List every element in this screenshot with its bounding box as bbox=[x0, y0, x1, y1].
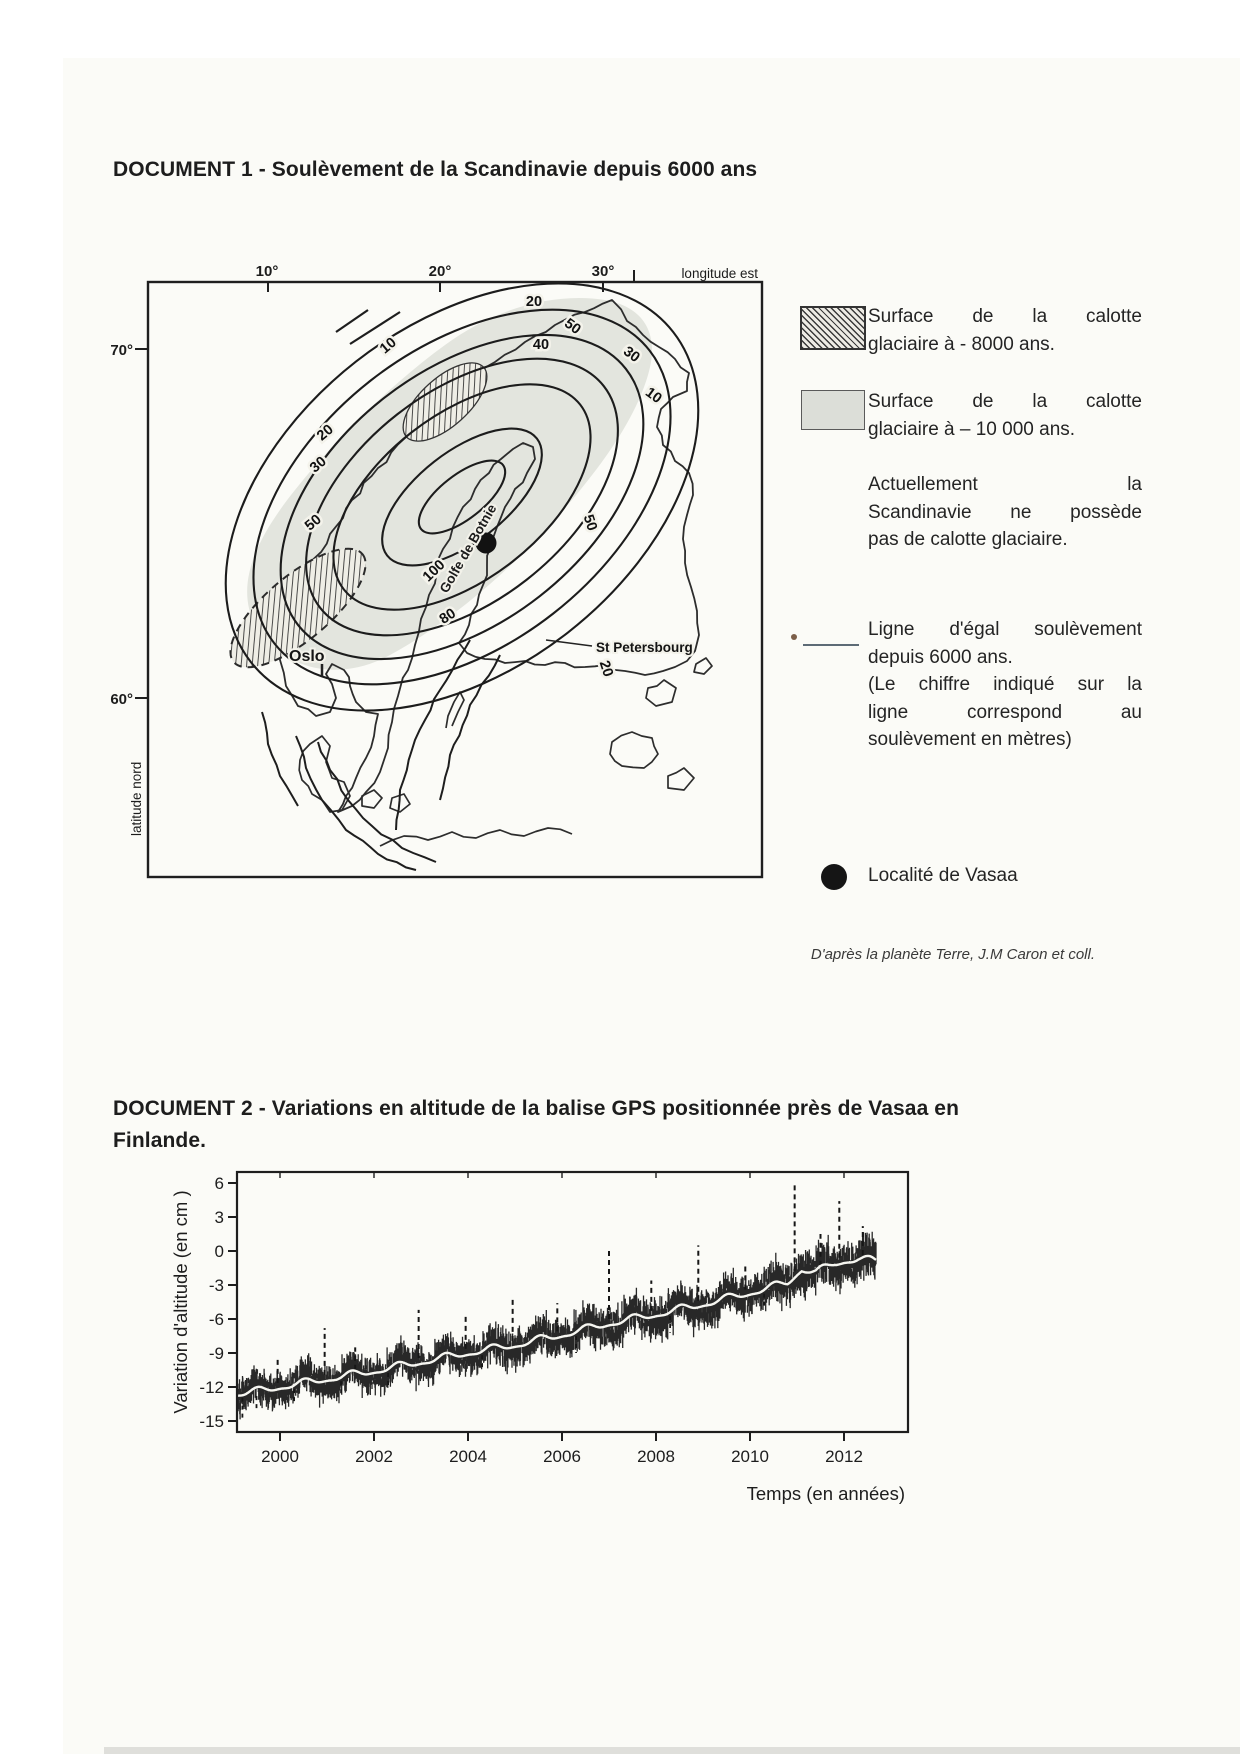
y-tick-label: -12 bbox=[199, 1378, 224, 1397]
legend-text-line: Ligne d'égal soulèvement bbox=[868, 616, 1142, 644]
legend-swatch-hatched-8000 bbox=[800, 306, 866, 350]
legend-text-line: Scandinavie ne possède bbox=[868, 499, 1142, 527]
chart-tick-labels: 6 3 0 -3 -6 -9 -12 -15 2000 2002 2004 2006 2008 2010 2… bbox=[199, 1174, 862, 1466]
x-tick-label: 2002 bbox=[355, 1447, 393, 1466]
source-attribution: D'après la planète Terre, J.M Caron et c… bbox=[640, 946, 1095, 963]
legend-text-line: (Le chiffre indiqué sur la bbox=[868, 671, 1142, 699]
legend-line-bullet bbox=[791, 634, 797, 640]
legend-item-text: Surface de la calotteglaciaire à – 10 00… bbox=[868, 388, 1142, 443]
x-tick-label: 2006 bbox=[543, 1447, 581, 1466]
x-tick-label: 2012 bbox=[825, 1447, 863, 1466]
y-tick-label: 3 bbox=[215, 1208, 224, 1227]
y-tick-label: 6 bbox=[215, 1174, 224, 1193]
x-axis-title: Temps (en années) bbox=[747, 1483, 905, 1504]
y-axis-title: Variation d'altitude (en cm ) bbox=[170, 1190, 191, 1413]
x-tick-label: 2010 bbox=[731, 1447, 769, 1466]
y-tick-label: 0 bbox=[215, 1242, 224, 1261]
legend-swatch-vasaa-dot bbox=[821, 864, 847, 890]
y-tick-label: -6 bbox=[209, 1310, 224, 1329]
gps-noise-band bbox=[237, 1232, 876, 1420]
legend-text-line: ligne correspond au bbox=[868, 699, 1142, 727]
legend-item-text: Surface de la calotteglaciaire à - 8000 … bbox=[868, 303, 1142, 358]
y-tick-label: -15 bbox=[199, 1412, 224, 1431]
legend-text-line: Actuellement la bbox=[868, 471, 1142, 499]
legend-text-line: depuis 6000 ans. bbox=[868, 644, 1142, 672]
doc1-legend: Surface de la calotteglaciaire à - 8000 … bbox=[0, 0, 1240, 1000]
legend-text-line: Surface de la calotte bbox=[868, 388, 1142, 416]
x-tick-label: 2004 bbox=[449, 1447, 487, 1466]
doc2-title-line1: DOCUMENT 2 - Variations en altitude de l… bbox=[113, 1097, 959, 1120]
legend-item-text: Ligne d'égal soulèvementdepuis 6000 ans.… bbox=[868, 616, 1142, 754]
legend-text-line: glaciaire à – 10 000 ans. bbox=[868, 416, 1142, 444]
chart-data-series bbox=[237, 1185, 876, 1419]
legend-swatch-isoline bbox=[803, 644, 859, 646]
legend-text-line: soulèvement en mètres) bbox=[868, 726, 1142, 754]
legend-swatch-gray-10000 bbox=[801, 390, 865, 430]
legend-item-text: Actuellement laScandinavie ne possèdepas… bbox=[868, 471, 1142, 554]
legend-text-line: Surface de la calotte bbox=[868, 303, 1142, 331]
doc2-title-line2: Finlande. bbox=[113, 1129, 206, 1152]
legend-text-line: Localité de Vasaa bbox=[868, 862, 1142, 890]
legend-text-line: pas de calotte glaciaire. bbox=[868, 526, 1142, 554]
legend-item-text: Localité de Vasaa bbox=[868, 862, 1142, 890]
scan-edge-shadow bbox=[104, 1747, 1240, 1754]
legend-text-line: glaciaire à - 8000 ans. bbox=[868, 331, 1142, 359]
y-tick-label: -3 bbox=[209, 1276, 224, 1295]
y-tick-label: -9 bbox=[209, 1344, 224, 1363]
doc2-title: DOCUMENT 2 - Variations en altitude de l… bbox=[113, 1093, 1113, 1157]
gps-altitude-chart: 6 3 0 -3 -6 -9 -12 -15 2000 2002 2004 2006 2008 2010 2… bbox=[150, 1150, 960, 1550]
x-tick-label: 2008 bbox=[637, 1447, 675, 1466]
x-tick-label: 2000 bbox=[261, 1447, 299, 1466]
